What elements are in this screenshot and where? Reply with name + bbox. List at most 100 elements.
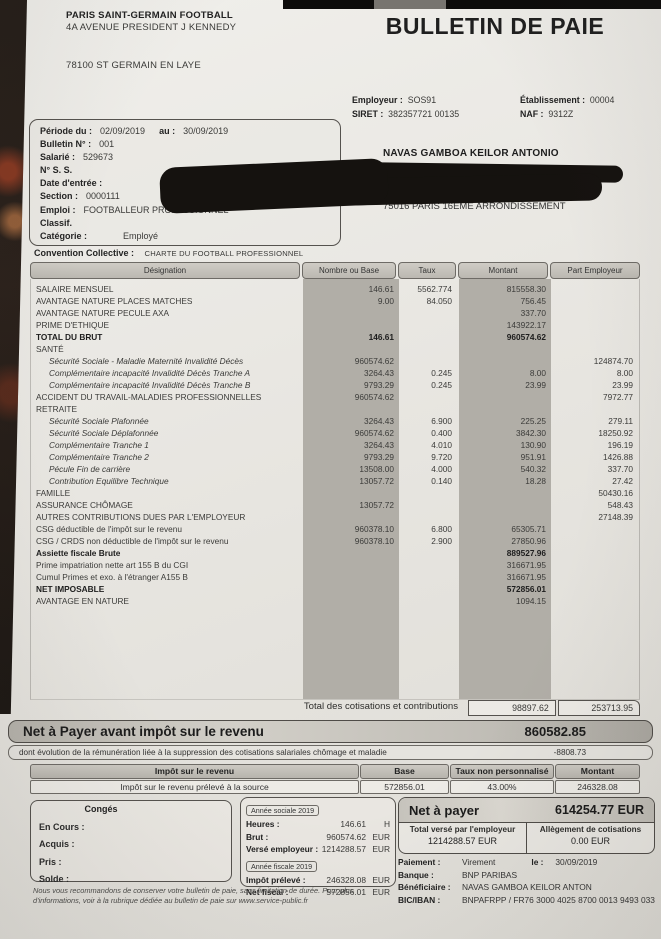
salary-evolution-label: dont évolution de la rémunération liée à… bbox=[19, 748, 387, 757]
table-row: Sécurité Sociale Déplafonnée 960574.62 0.4… bbox=[31, 427, 639, 439]
categorie-label: Catégorie : bbox=[40, 230, 88, 241]
column-header-base: Nombre ou Base bbox=[302, 262, 396, 279]
row-amount: 337.70 bbox=[520, 308, 546, 318]
net-before-tax-label: Net à Payer avant impôt sur le revenu bbox=[23, 724, 264, 739]
row-designation: Complémentaire incapacité Invalidité Déc… bbox=[49, 380, 251, 390]
income-tax-amount: 246328.08 bbox=[555, 780, 640, 794]
net-pay-value: 614254.77 EUR bbox=[555, 803, 644, 817]
row-designation: ASSURANCE CHÔMAGE bbox=[36, 500, 133, 510]
row-rate: 6.800 bbox=[431, 524, 452, 534]
row-base: 146.61 bbox=[368, 284, 394, 294]
table-row: ASSURANCE CHÔMAGE 13057.72 548.43 bbox=[31, 499, 639, 511]
section-number: 0000111 bbox=[86, 191, 120, 202]
table-row: FAMILLE 50430.16 bbox=[31, 487, 639, 499]
row-designation: PRIME D'ETHIQUE bbox=[36, 320, 110, 330]
net-before-tax-value: 860582.85 bbox=[524, 724, 586, 739]
photo-background-top-edge bbox=[283, 0, 661, 9]
row-rate bbox=[399, 403, 459, 415]
salarie-number: 529673 bbox=[83, 152, 114, 163]
net-pay-label: Net à payer bbox=[409, 802, 480, 818]
table-row: ACCIDENT DU TRAVAIL-MALADIES PROFESSIONN… bbox=[31, 391, 639, 403]
table-row: AVANTAGE NATURE PECULE AXA 337.70 bbox=[31, 307, 639, 319]
row-base bbox=[303, 595, 399, 607]
table-row: CSG déductible de l'impôt sur le revenu 9… bbox=[31, 523, 639, 535]
conges-title: Congés bbox=[84, 804, 118, 814]
etablissement-label: Établissement : bbox=[520, 95, 586, 105]
row-rate bbox=[399, 307, 459, 319]
row-rate: 5562.774 bbox=[417, 284, 452, 294]
payment-value: BNP PARIBAS bbox=[462, 869, 518, 880]
row-designation: AUTRES CONTRIBUTIONS DUES PAR L'EMPLOYEU… bbox=[36, 512, 246, 522]
annual-row: Heures : 146.61 H bbox=[246, 818, 390, 831]
payment-row: BIC/IBAN : BNPAFRPP / FR76 3000 4025 8700… bbox=[398, 894, 658, 907]
payment-lines: Paiement : Virement le : 30/09/2019 Banque :… bbox=[398, 856, 658, 906]
row-base: 3264.43 bbox=[364, 368, 394, 378]
row-designation: Complémentaire Tranche 2 bbox=[49, 452, 149, 462]
row-employer-part bbox=[551, 403, 641, 415]
row-employer-part: 1426.88 bbox=[603, 452, 633, 462]
bulletin-label: Bulletin N° : bbox=[40, 139, 92, 150]
table-row: Complémentaire Tranche 2 9793.29 9.720 951.… bbox=[31, 451, 639, 463]
employer-value: SOS91 bbox=[407, 95, 437, 105]
row-employer-part bbox=[551, 295, 641, 307]
row-designation: Sécurité Sociale Déplafonnée bbox=[49, 428, 159, 438]
column-header-designation: Désignation bbox=[30, 262, 300, 279]
periode-label: Période du : bbox=[40, 126, 93, 136]
employer-block: Employeur : SOS91 Établissement : 00004 … bbox=[352, 93, 652, 121]
row-amount bbox=[459, 391, 551, 403]
annual-row-label: Net fiscal : bbox=[246, 887, 289, 897]
income-tax-header-base: Base bbox=[360, 764, 449, 779]
income-tax-base: 572856.01 bbox=[360, 780, 449, 794]
employer-total-value: 1214288.57 EUR bbox=[427, 836, 498, 846]
naf-value: 9312Z bbox=[548, 109, 574, 119]
table-row: Complémentaire Tranche 1 3264.43 4.010 130.… bbox=[31, 439, 639, 451]
annual-row-value: 572856.01 bbox=[326, 887, 366, 897]
annual-row-label: Heures : bbox=[246, 819, 280, 829]
income-tax-table: Impôt sur le revenu Base Taux non person… bbox=[30, 764, 640, 794]
row-employer-part bbox=[551, 307, 641, 319]
date-entree-label: Date d'entrée : bbox=[40, 178, 103, 189]
annual-row-label: Impôt prélevé : bbox=[246, 874, 306, 885]
row-rate: 9.720 bbox=[431, 452, 452, 462]
row-amount: 65305.71 bbox=[511, 524, 546, 534]
photo-background-top-edge-gap bbox=[374, 0, 446, 9]
row-designation: FAMILLE bbox=[36, 488, 71, 498]
row-rate: 0.140 bbox=[431, 476, 452, 486]
row-employer-part: 27148.39 bbox=[598, 512, 633, 522]
annual-row-value: 246328.08 bbox=[326, 874, 366, 885]
annual-row: Net fiscal : 572856.01 EUR bbox=[246, 886, 390, 899]
row-designation: ACCIDENT DU TRAVAIL-MALADIES PROFESSIONN… bbox=[36, 392, 262, 402]
column-header-rate: Taux bbox=[398, 262, 456, 279]
row-rate bbox=[399, 595, 459, 607]
company-address-block: PARIS SAINT-GERMAIN FOOTBALL 4A AVENUE P… bbox=[66, 10, 236, 72]
table-row: AVANTAGE NATURE PLACES MATCHES 9.00 84.050… bbox=[31, 295, 639, 307]
row-rate bbox=[399, 511, 459, 523]
row-rate: 0.245 bbox=[431, 380, 452, 390]
row-designation: Prime impatriation nette art 155 B du CG… bbox=[36, 560, 189, 570]
row-amount: 225.25 bbox=[520, 416, 546, 426]
row-base: 9793.29 bbox=[364, 452, 394, 462]
annual-row-unit: EUR bbox=[372, 831, 390, 842]
categorie-value: Employé bbox=[123, 230, 159, 241]
payment-date-label: le : bbox=[531, 857, 544, 867]
table-row: RETRAITE bbox=[31, 403, 639, 415]
payment-row: Bénéficiaire : NAVAS GAMBOA KEILOR ANTON bbox=[398, 881, 658, 894]
company-name: PARIS SAINT-GERMAIN FOOTBALL bbox=[66, 10, 233, 21]
periode-to: 30/09/2019 bbox=[183, 126, 229, 136]
row-amount: 1094.15 bbox=[516, 596, 546, 606]
payslip-table-body: SALAIRE MENSUEL 146.61 5562.774 815558.30 AV… bbox=[31, 279, 639, 607]
row-base: 960574.62 bbox=[354, 356, 394, 366]
employer-label: Employeur : bbox=[352, 95, 403, 105]
row-base: 3264.43 bbox=[364, 416, 394, 426]
row-employer-part bbox=[551, 283, 641, 295]
row-amount: 23.99 bbox=[525, 380, 546, 390]
payment-label: Bénéficiaire : bbox=[398, 882, 451, 892]
nss-label: N° S. S. bbox=[40, 165, 73, 176]
row-designation: Complémentaire Tranche 1 bbox=[49, 440, 149, 450]
section-label: Section : bbox=[40, 191, 79, 202]
annual-fiscal-tag: Année fiscale 2019 bbox=[246, 860, 318, 872]
row-rate bbox=[399, 319, 459, 331]
column-header-amount: Montant bbox=[458, 262, 548, 279]
table-row: PRIME D'ETHIQUE 143922.17 bbox=[31, 319, 639, 331]
